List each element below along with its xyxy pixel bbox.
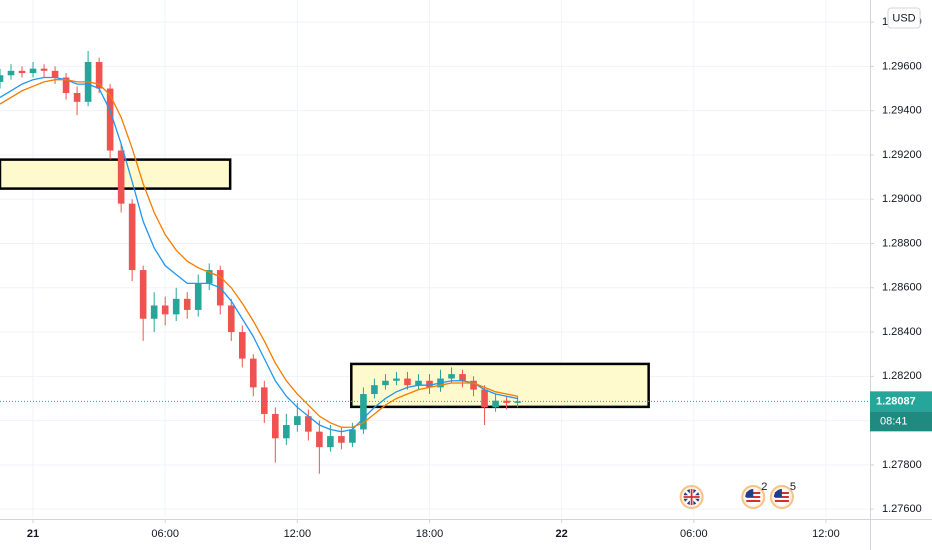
candle-body <box>470 380 477 390</box>
candle-body <box>492 400 499 408</box>
x-tick-label: 22 <box>556 528 568 540</box>
event-count[interactable]: 5 <box>790 481 796 493</box>
candle-body <box>294 416 301 426</box>
x-tick-label: 06:00 <box>680 528 708 540</box>
flag-stripe[interactable] <box>746 500 761 502</box>
candle-body <box>51 70 59 78</box>
y-tick-label: 1.28800 <box>882 237 922 249</box>
candle-body <box>18 70 26 74</box>
candle-body <box>249 358 257 388</box>
x-tick-label: 12:00 <box>812 528 840 540</box>
flag-canton[interactable] <box>773 489 782 497</box>
event-icon[interactable]: 5 <box>769 481 796 509</box>
x-tick-label: 21 <box>27 528 39 540</box>
x-tick-label: 12:00 <box>284 528 312 540</box>
y-tick-label: 1.27800 <box>882 459 922 471</box>
candle-body <box>393 378 400 381</box>
candle-body <box>172 298 180 315</box>
candle-body <box>349 429 356 443</box>
candle-body <box>139 270 147 319</box>
candle-body <box>227 305 235 333</box>
candle-body <box>261 387 268 414</box>
indicator-line <box>0 79 518 428</box>
y-tick-label: 1.29200 <box>882 149 922 161</box>
currency-label[interactable]: USD <box>892 12 915 24</box>
candle-body <box>205 270 213 284</box>
flag-stripe[interactable] <box>774 500 789 502</box>
last-price-label: 1.28087 <box>876 396 916 408</box>
event-icon[interactable]: 2 <box>741 481 767 509</box>
y-tick-label: 1.29400 <box>882 105 922 117</box>
candle-body <box>183 298 191 310</box>
candle-body <box>360 394 367 430</box>
candle-body <box>448 374 455 379</box>
candle-body <box>305 416 312 432</box>
y-tick-label: 1.28400 <box>882 326 922 338</box>
candle-body <box>415 380 422 386</box>
flag-cross[interactable] <box>683 489 700 505</box>
candle-body <box>194 283 202 310</box>
y-tick-label: 1.28600 <box>882 282 922 294</box>
candle-body <box>338 436 345 443</box>
zone <box>350 362 650 409</box>
candle-body <box>73 92 81 102</box>
y-tick-label: 1.27600 <box>882 503 922 515</box>
candle-body <box>150 305 158 319</box>
candle-body <box>382 380 389 386</box>
countdown-label: 08:41 <box>880 416 908 428</box>
indicator-line <box>0 76 518 433</box>
candle-body <box>0 75 4 82</box>
candle-body <box>371 385 378 395</box>
candle-body <box>327 436 334 448</box>
candle-body <box>62 77 70 93</box>
candle-body <box>128 203 136 271</box>
candle-body <box>426 380 433 388</box>
candle-body <box>95 61 103 89</box>
candle-body <box>459 374 466 381</box>
candle-body <box>316 431 323 448</box>
candle-body <box>272 413 279 439</box>
candle-body <box>404 378 411 386</box>
currency-button[interactable]: USD <box>887 7 921 29</box>
candle-body <box>29 68 37 74</box>
candle-body <box>117 150 125 204</box>
countdown-tag <box>870 411 932 432</box>
candle-body <box>514 401 521 403</box>
x-tick-label: 06:00 <box>151 528 179 540</box>
flag-canton[interactable] <box>745 489 754 497</box>
candle-body <box>40 68 48 71</box>
candle-body <box>503 400 510 403</box>
candle-body <box>481 389 488 408</box>
candle-body <box>283 425 290 439</box>
event-count[interactable]: 2 <box>761 481 767 493</box>
candle-body <box>106 88 114 151</box>
zone <box>0 158 232 190</box>
currency-button-box[interactable] <box>887 7 921 29</box>
last-price-tag <box>870 391 932 412</box>
y-tick-label: 1.29600 <box>882 60 922 72</box>
event-icon[interactable] <box>679 485 704 509</box>
y-tick-label: 1.28200 <box>882 370 922 382</box>
y-tick-label: 1.29000 <box>882 193 922 205</box>
x-tick-label: 18:00 <box>416 528 444 540</box>
candle-body <box>238 332 246 359</box>
candle-body <box>7 70 15 76</box>
candle-body <box>161 305 169 315</box>
